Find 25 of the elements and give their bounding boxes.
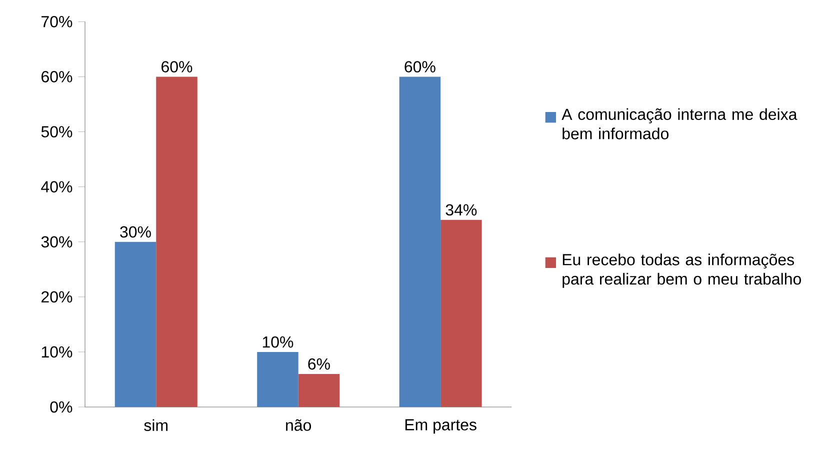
data-label: 30%: [120, 226, 151, 238]
data-label: 60%: [162, 61, 192, 72]
bar: [114, 242, 156, 407]
y-tick-label: 30%: [41, 236, 72, 248]
y-tick-label: 50%: [41, 126, 72, 138]
bar: [257, 352, 298, 407]
bar: [440, 220, 482, 407]
x-tick-label: Em partes: [405, 419, 476, 434]
y-tick-label: 10%: [42, 346, 72, 358]
data-label: 10%: [262, 336, 294, 348]
x-tick-label: sim: [144, 419, 168, 431]
data-label: 6%: [308, 358, 330, 370]
y-tick-label: 60%: [42, 71, 72, 82]
bar: [399, 76, 441, 407]
y-tick-label: 0%: [50, 401, 72, 413]
legend-label: A comunicação interna me deixa bem informado: [562, 108, 798, 140]
bar: [298, 374, 340, 407]
data-label: 60%: [404, 61, 436, 72]
x-tick-label: não: [286, 419, 311, 431]
y-tick-label: 40%: [41, 181, 72, 192]
data-label: 34%: [446, 204, 477, 216]
y-tick-label: 20%: [42, 291, 72, 303]
y-tick-label: 70%: [42, 16, 72, 28]
bar: [156, 76, 198, 407]
legend-label: Eu recebo todas as informações para realizar bem o meu trabalho: [562, 254, 801, 288]
